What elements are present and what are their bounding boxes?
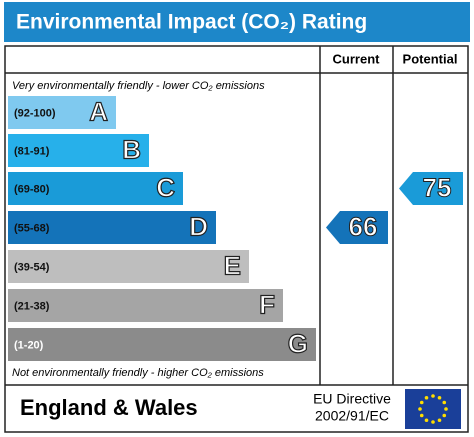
band-letter: C [156, 172, 175, 202]
band-bar [8, 172, 183, 205]
flag-star [419, 400, 424, 405]
flag-star [442, 413, 447, 418]
directive: EU Directive [313, 391, 391, 407]
flag-star [444, 407, 448, 411]
flag-star [437, 395, 442, 400]
band-bar [8, 211, 216, 244]
band-range: (81-91) [14, 145, 50, 157]
flag-star [419, 413, 424, 418]
flag-star [418, 407, 422, 411]
title-bar [4, 2, 470, 42]
potential-value: 75 [423, 172, 452, 202]
band-bar [8, 96, 116, 129]
current-value: 66 [349, 211, 378, 241]
band-bar [8, 289, 283, 322]
band-range: (1-20) [14, 339, 44, 351]
flag-star [424, 418, 429, 423]
flag-star [442, 400, 447, 405]
band-letter: E [224, 250, 241, 280]
current-arrow [326, 211, 388, 244]
bottom-note: Not environmentally friendly - higher CO… [12, 367, 264, 379]
directive: 2002/91/EC [315, 408, 389, 424]
band-bar [8, 134, 149, 167]
band-range: (39-54) [14, 261, 50, 273]
flag-star [431, 394, 435, 398]
top-note: Very environmentally friendly - lower CO… [12, 80, 265, 92]
title: Environmental Impact (CO₂) Rating [16, 11, 367, 34]
flag-star [431, 420, 435, 424]
band-range: (69-80) [14, 183, 50, 195]
flag-star [437, 418, 442, 423]
band-bar [8, 328, 316, 361]
band-letter: A [89, 96, 108, 126]
band-letter: D [189, 211, 208, 241]
potential-header: Potential [403, 51, 458, 66]
current-header: Current [333, 51, 381, 66]
band-letter: B [122, 134, 141, 164]
region: England & Wales [20, 395, 198, 420]
flag-star [424, 395, 429, 400]
potential-arrow [399, 172, 463, 205]
band-bar [8, 250, 249, 283]
band-letter: F [259, 289, 275, 319]
band-range: (55-68) [14, 222, 50, 234]
band-range: (92-100) [14, 107, 56, 119]
band-range: (21-38) [14, 300, 50, 312]
frame [4, 45, 469, 433]
band-letter: G [288, 328, 308, 358]
